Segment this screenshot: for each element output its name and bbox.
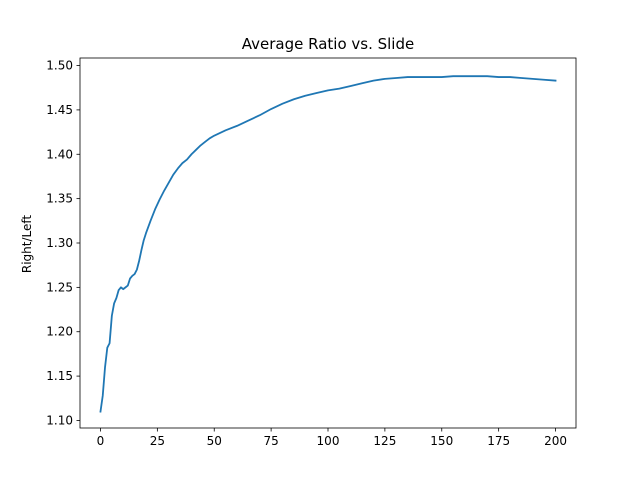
x-tick-label: 50 xyxy=(207,434,222,448)
y-tick-label: 1.35 xyxy=(46,192,73,206)
x-tick-label: 0 xyxy=(97,434,105,448)
series-line xyxy=(99,75,557,413)
y-tick-label: 1.45 xyxy=(46,103,73,117)
x-tick-label: 75 xyxy=(263,434,278,448)
y-tick-label: 1.30 xyxy=(46,236,73,250)
x-tick-label: 175 xyxy=(487,434,510,448)
y-tick-label: 1.40 xyxy=(46,147,73,161)
y-tick-label: 1.25 xyxy=(46,280,73,294)
x-tick-label: 150 xyxy=(430,434,453,448)
series-layer xyxy=(99,75,557,413)
x-tick-label: 125 xyxy=(373,434,396,448)
y-tick-label: 1.10 xyxy=(46,413,73,427)
y-axis: 1.10 1.15 1.20 1.25 1.30 1.35 1.40 1.45 1.50 xyxy=(46,59,80,427)
y-axis-label: Right/Left xyxy=(20,215,34,274)
y-tick-label: 1.15 xyxy=(46,369,73,383)
x-tick-label: 200 xyxy=(544,434,567,448)
x-tick-label: 100 xyxy=(317,434,340,448)
y-tick-label: 1.50 xyxy=(46,59,73,73)
x-axis: 0 25 50 75 100 125 150 175 200 xyxy=(97,428,567,448)
y-tick-label: 1.20 xyxy=(46,325,73,339)
chart-title: Average Ratio vs. Slide xyxy=(242,35,414,53)
x-tick-label: 25 xyxy=(150,434,165,448)
